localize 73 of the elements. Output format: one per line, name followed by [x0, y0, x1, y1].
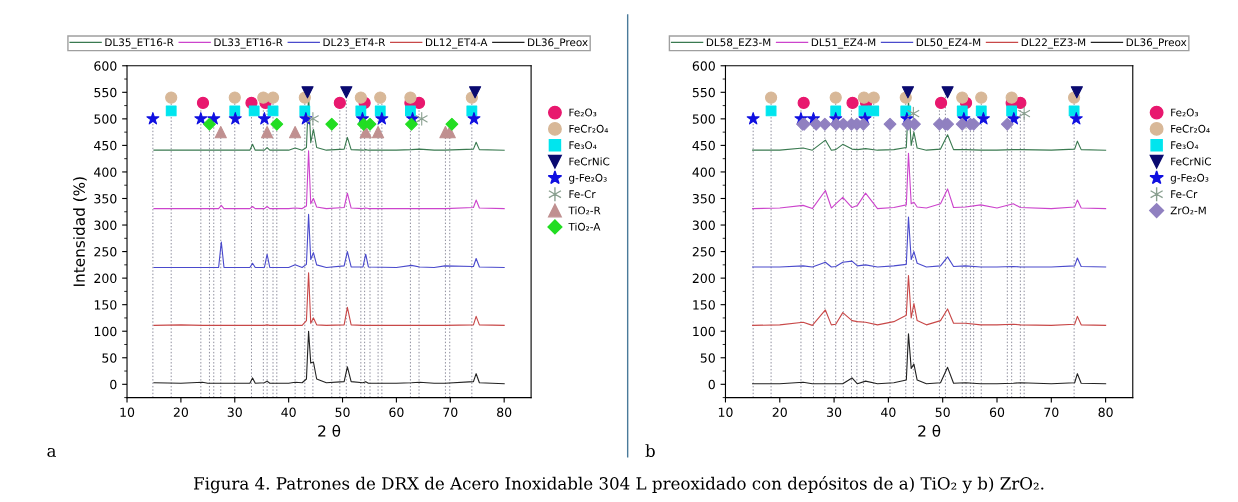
legend-label: TiO₂-R	[568, 206, 601, 215]
y-tick-label: 500	[94, 114, 117, 124]
y-tick-label: 150	[693, 300, 715, 310]
legend-label: FeCr₂O₄	[1171, 124, 1210, 133]
y-tick-label: 200	[692, 273, 715, 284]
legend-label: Fe₃O₄	[569, 141, 597, 150]
x-tick-label: 70	[443, 407, 458, 417]
x-tick-label: 20	[173, 407, 189, 417]
text: a	[47, 447, 57, 458]
legend-label: g-Fe₂O₃	[1170, 173, 1209, 184]
x-tick-label: 30	[227, 407, 242, 417]
x-tick-label: 40	[881, 407, 896, 417]
legend-label: Fe₂O₃	[1171, 108, 1199, 117]
y-tick-label: 350	[692, 193, 715, 204]
y-tick-label: 600	[94, 61, 117, 71]
legend-label: FeCrNiC	[569, 157, 610, 166]
legend-label: Fe-Cr	[569, 190, 596, 199]
x-tick-label: 70	[1044, 407, 1059, 417]
x-axis-title: 2 θ	[918, 424, 941, 437]
x-tick-label: 80	[1098, 407, 1113, 417]
x-tick-label: 10	[718, 407, 733, 417]
y-tick-label: 250	[94, 247, 117, 257]
x-tick-label: 20	[772, 407, 787, 417]
legend-label: FeCrNiC	[1171, 157, 1211, 166]
legend-label: DL58_EZ3-M	[706, 38, 771, 49]
legend-label: g-Fe₂O₃	[569, 173, 607, 184]
x-tick-label: 50	[335, 407, 350, 417]
legend-label: DL36_Preox	[1126, 38, 1187, 49]
x-tick-label: 10	[120, 407, 135, 417]
y-tick-label: 450	[94, 140, 117, 151]
y-tick-label: 100	[94, 326, 117, 337]
legend-label: DL36_Preox	[528, 38, 588, 49]
y-tick-label: 0	[708, 379, 715, 390]
legend-label: FeCr₂O₄	[569, 124, 609, 133]
legend-label: Fe₃O₄	[1171, 141, 1199, 150]
y-tick-label: 450	[692, 140, 715, 151]
x-axis-title: 2 θ	[318, 424, 341, 437]
y-tick-label: 300	[94, 220, 117, 230]
y-tick-label: 50	[102, 353, 117, 363]
legend-label: DL35_ET16-R	[105, 38, 174, 49]
legend-label: Fe₂O₃	[569, 108, 597, 117]
y-tick-label: 50	[700, 353, 715, 363]
y-tick-label: 600	[692, 61, 715, 71]
legend-label: DL23_ET4-R	[323, 38, 386, 49]
x-tick-label: 50	[935, 407, 950, 417]
y-tick-label: 500	[692, 114, 715, 124]
y-tick-label: 300	[692, 220, 715, 230]
y-tick-label: 100	[693, 326, 715, 337]
legend-label: DL33_ET16-R	[214, 38, 283, 49]
legend-label: DL22_EZ3-M	[1021, 38, 1086, 49]
x-tick-label: 60	[989, 407, 1005, 417]
x-tick-label: 60	[389, 407, 404, 417]
y-tick-label: 250	[692, 247, 715, 257]
legend-label: DL51_EZ4-M	[811, 38, 876, 49]
y-tick-label: 550	[692, 87, 715, 98]
x-tick-label: 40	[281, 407, 296, 417]
text: Figura 4. Patrones de DRX de Acero Inoxidable 304 L preoxidado con depósitos de a) TiO₂ y b) ZrO₂.	[194, 476, 1044, 494]
y-tick-label: 350	[94, 193, 117, 204]
y-tick-label: 150	[94, 300, 117, 310]
legend-label: TiO₂-A	[568, 222, 601, 231]
x-tick-label: 80	[497, 407, 512, 417]
y-tick-label: 550	[94, 87, 117, 98]
text: b	[645, 444, 655, 458]
legend-label: DL50_EZ4-M	[916, 38, 981, 49]
y-tick-label: 400	[692, 167, 715, 177]
y-tick-label: 0	[110, 379, 117, 390]
legend-label: ZrO₂-M	[1170, 206, 1206, 215]
y-tick-label: 400	[94, 167, 117, 177]
legend-label: Fe-Cr	[1171, 190, 1198, 199]
y-tick-label: 200	[94, 273, 117, 284]
x-tick-label: 30	[827, 407, 842, 417]
legend-label: DL12_ET4-A	[425, 38, 488, 49]
y-axis-title: Intensidad (%)	[73, 177, 87, 286]
